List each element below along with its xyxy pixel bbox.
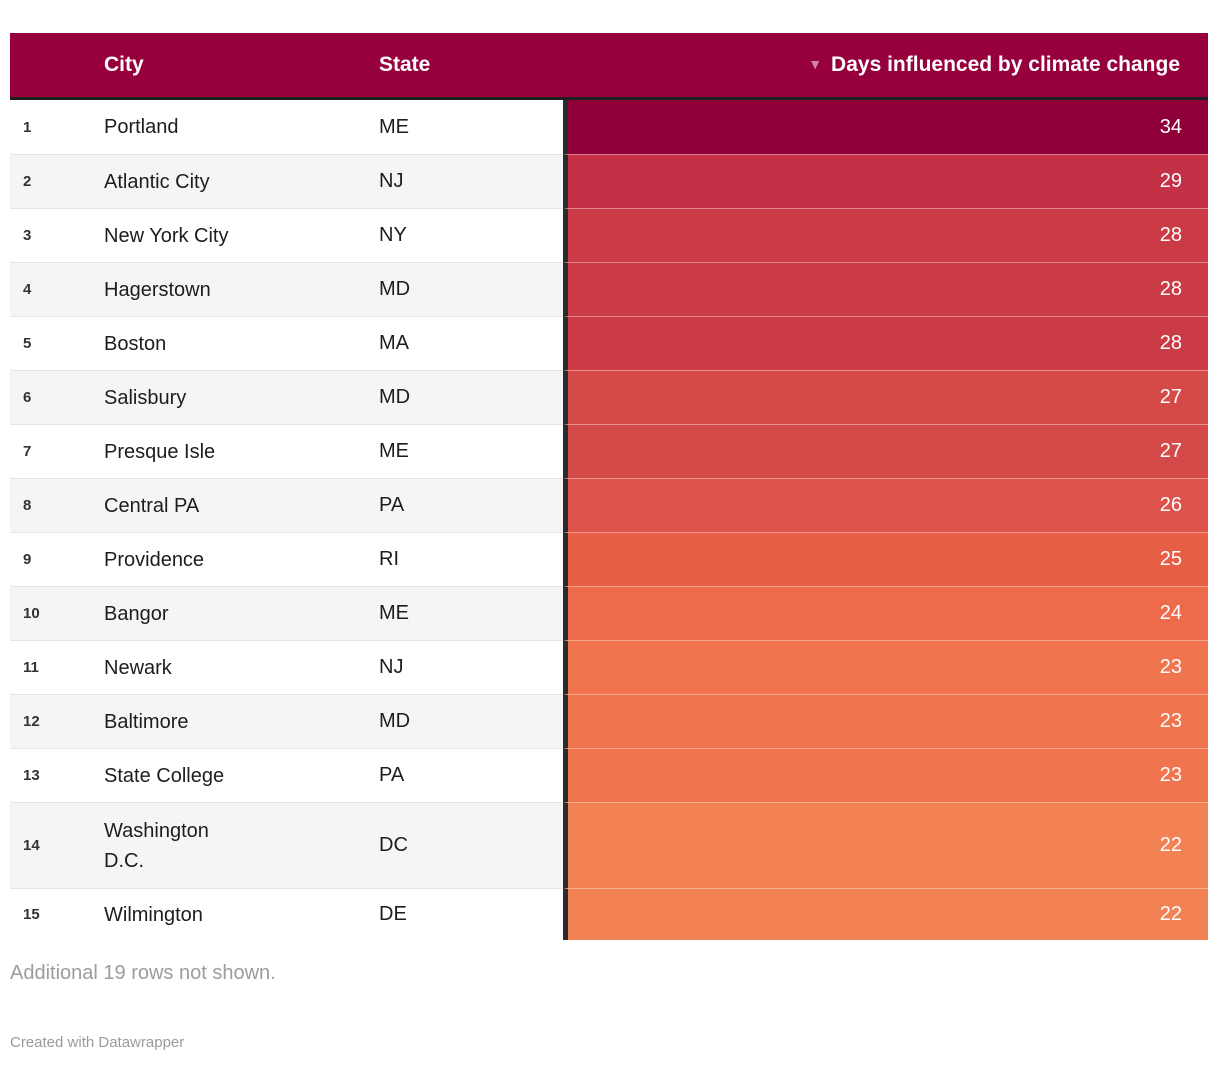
table-row: 10 Bangor ME 24 [10, 586, 1208, 640]
value-heatmap-cell: 26 [563, 478, 1208, 532]
rank-cell: 15 [10, 888, 104, 940]
state-cell: MD [379, 694, 563, 748]
table-row: 6 Salisbury MD 27 [10, 370, 1208, 424]
value-heatmap-cell: 22 [563, 802, 1208, 888]
value-heatmap-cell: 23 [563, 694, 1208, 748]
city-cell: Portland [104, 116, 179, 138]
header-state[interactable]: State [379, 53, 431, 76]
state-cell: NJ [379, 154, 563, 208]
rank-cell: 2 [10, 154, 104, 208]
rank-cell: 13 [10, 748, 104, 802]
city-cell: Presque Isle [104, 424, 379, 478]
value-heatmap-cell: 23 [563, 640, 1208, 694]
rank-cell: 11 [10, 640, 104, 694]
header-value-label: Days influenced by climate change [831, 53, 1180, 76]
rank-cell: 7 [10, 424, 104, 478]
city-cell: Providence [104, 532, 379, 586]
table-row: 13 State College PA 23 [10, 748, 1208, 802]
state-cell: NY [379, 208, 563, 262]
sort-descending-icon: ▼ [808, 56, 823, 72]
header-divider [10, 97, 1208, 100]
city-cell: Washington D.C. [104, 802, 379, 888]
climate-days-table: City State ▼ Days influenced by climate c… [10, 33, 1208, 940]
rank-cell: 1 [23, 118, 32, 136]
city-cell: Bangor [104, 586, 379, 640]
value-heatmap-cell: 28 [563, 316, 1208, 370]
value-heatmap-cell: 25 [563, 532, 1208, 586]
table-body: 1 Portland ME 34 2 Atlantic City NJ 29 3… [10, 100, 1208, 940]
state-cell: DC [379, 802, 563, 888]
table-row: 2 Atlantic City NJ 29 [10, 154, 1208, 208]
header-value[interactable]: ▼ Days influenced by climate change [563, 53, 1208, 77]
header-city[interactable]: City [104, 53, 144, 76]
state-cell: NJ [379, 640, 563, 694]
city-cell: State College [104, 748, 379, 802]
city-cell: Salisbury [104, 370, 379, 424]
table-header-row: City State ▼ Days influenced by climate c… [10, 33, 1208, 97]
city-cell: New York City [104, 208, 379, 262]
city-cell: Hagerstown [104, 262, 379, 316]
value-heatmap-cell: 34 [563, 100, 1208, 154]
rank-cell: 9 [10, 532, 104, 586]
rank-cell: 5 [10, 316, 104, 370]
value-heatmap-cell: 23 [563, 748, 1208, 802]
state-cell: MD [379, 262, 563, 316]
table-row: 3 New York City NY 28 [10, 208, 1208, 262]
city-cell: Baltimore [104, 694, 379, 748]
value-heatmap-cell: 27 [563, 424, 1208, 478]
city-cell: Boston [104, 316, 379, 370]
rows-not-shown-note: Additional 19 rows not shown. [10, 962, 276, 984]
table-row: 7 Presque Isle ME 27 [10, 424, 1208, 478]
value-heatmap-cell: 24 [563, 586, 1208, 640]
state-cell: RI [379, 532, 563, 586]
city-cell: Wilmington [104, 888, 379, 940]
value-heatmap-cell: 28 [563, 208, 1208, 262]
table-row: 1 Portland ME 34 [10, 100, 1208, 154]
table-row: 8 Central PA PA 26 [10, 478, 1208, 532]
table-row: 9 Providence RI 25 [10, 532, 1208, 586]
city-cell: Central PA [104, 478, 379, 532]
value-heatmap-cell: 28 [563, 262, 1208, 316]
rank-cell: 10 [10, 586, 104, 640]
city-cell: Newark [104, 640, 379, 694]
table-row: 12 Baltimore MD 23 [10, 694, 1208, 748]
state-cell: ME [379, 586, 563, 640]
rank-cell: 12 [10, 694, 104, 748]
state-cell: ME [379, 115, 409, 138]
state-cell: DE [379, 888, 563, 940]
state-cell: MA [379, 316, 563, 370]
value-heatmap-cell: 22 [563, 888, 1208, 940]
rank-cell: 4 [10, 262, 104, 316]
value-heatmap-cell: 27 [563, 370, 1208, 424]
state-cell: PA [379, 478, 563, 532]
table-row: 14 Washington D.C. DC 22 [10, 802, 1208, 888]
table-row: 11 Newark NJ 23 [10, 640, 1208, 694]
state-cell: ME [379, 424, 563, 478]
datawrapper-credit: Created with Datawrapper [10, 1034, 185, 1051]
table-row: 5 Boston MA 28 [10, 316, 1208, 370]
table-row: 15 Wilmington DE 22 [10, 888, 1208, 940]
state-cell: MD [379, 370, 563, 424]
rank-cell: 8 [10, 478, 104, 532]
table-row: 4 Hagerstown MD 28 [10, 262, 1208, 316]
value-heatmap-cell: 29 [563, 154, 1208, 208]
city-cell: Atlantic City [104, 154, 379, 208]
rank-cell: 3 [10, 208, 104, 262]
rank-cell: 14 [10, 802, 104, 888]
rank-cell: 6 [10, 370, 104, 424]
state-cell: PA [379, 748, 563, 802]
